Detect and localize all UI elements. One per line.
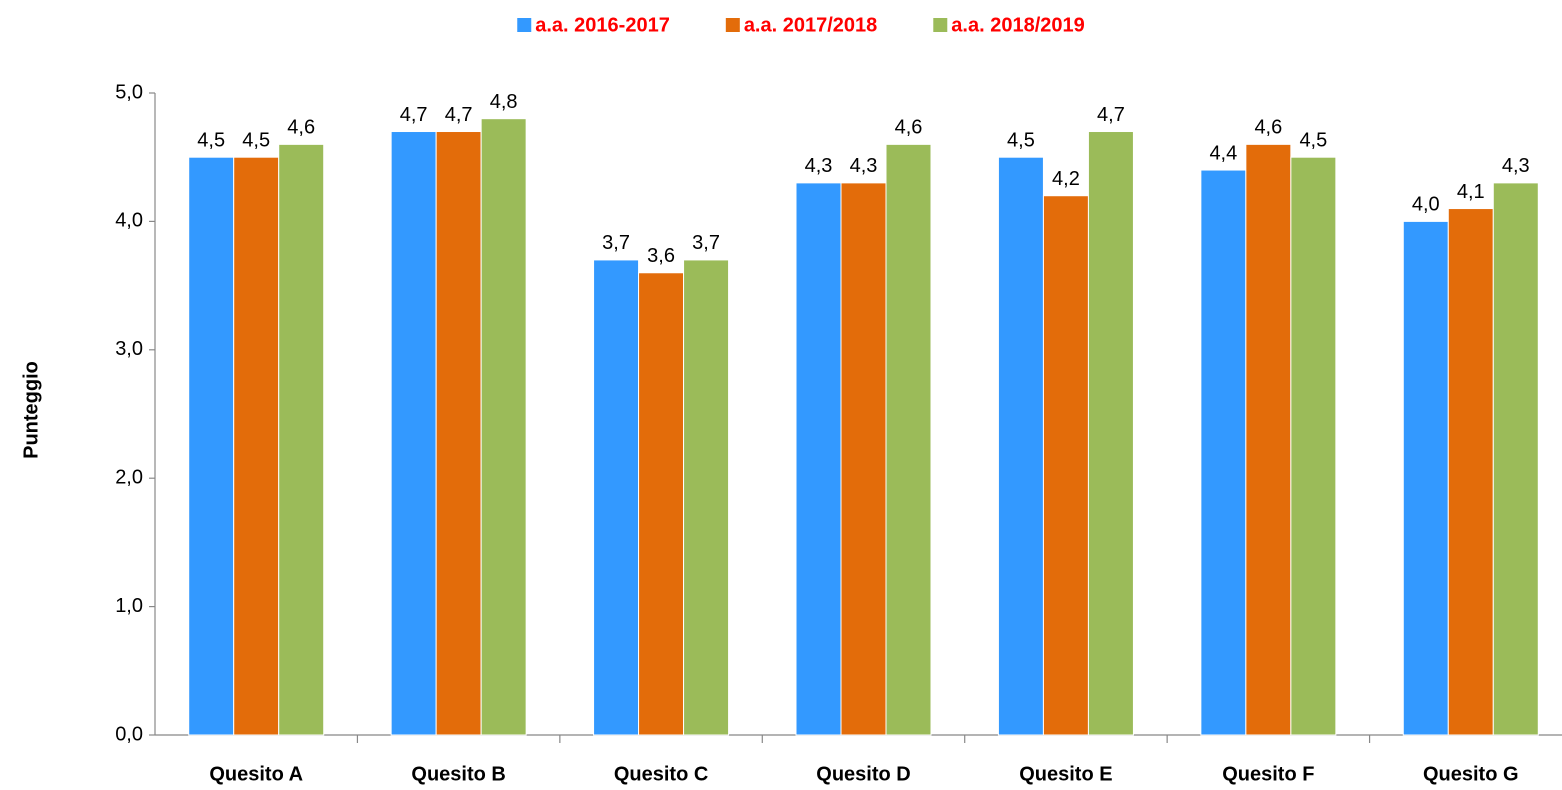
data-label: 3,6 <box>647 245 675 267</box>
bar <box>480 118 527 736</box>
bar <box>1087 131 1134 736</box>
legend-label: a.a. 2016-2017 <box>535 14 670 36</box>
y-tick-label: 3,0 <box>115 338 143 360</box>
y-axis-title: Punteggio <box>20 361 42 459</box>
data-label: 4,0 <box>1412 194 1440 216</box>
data-label: 4,6 <box>1254 117 1282 139</box>
bar <box>1245 143 1292 736</box>
bar <box>638 272 685 736</box>
x-tick-label: Quesito G <box>1423 763 1519 785</box>
bar <box>1447 208 1494 736</box>
bar <box>1290 156 1337 736</box>
bar <box>233 156 280 736</box>
data-label: 4,1 <box>1457 181 1485 203</box>
y-tick-label: 5,0 <box>115 81 143 103</box>
y-tick-label: 1,0 <box>115 595 143 617</box>
data-label: 3,7 <box>602 232 630 254</box>
bar <box>1492 182 1539 736</box>
data-label: 4,3 <box>805 155 833 177</box>
data-label: 4,3 <box>1502 155 1530 177</box>
data-label: 4,4 <box>1209 142 1237 164</box>
legend-label: a.a. 2017/2018 <box>744 14 877 36</box>
x-tick-label: Quesito E <box>1019 763 1112 785</box>
data-label: 4,3 <box>850 155 878 177</box>
legend-swatch <box>517 18 532 32</box>
bar <box>435 131 482 736</box>
data-label: 4,5 <box>197 129 225 151</box>
x-tick-label: Quesito F <box>1222 763 1314 785</box>
bar <box>683 259 730 736</box>
data-label: 4,5 <box>1007 129 1035 151</box>
bar <box>188 156 235 736</box>
data-label: 4,8 <box>490 91 518 113</box>
legend-swatch <box>933 18 948 32</box>
data-label: 4,7 <box>445 104 473 126</box>
data-label: 4,5 <box>242 129 270 151</box>
bar <box>795 182 842 736</box>
data-label: 4,7 <box>1097 104 1125 126</box>
bar <box>593 259 640 736</box>
y-tick-label: 4,0 <box>115 210 143 232</box>
bar <box>885 143 932 736</box>
bar <box>840 182 887 736</box>
data-label: 4,6 <box>895 117 923 139</box>
data-label: 4,6 <box>287 117 315 139</box>
bar <box>390 131 437 736</box>
x-tick-label: Quesito A <box>209 763 303 785</box>
data-label: 3,7 <box>692 232 720 254</box>
data-label: 4,5 <box>1299 129 1327 151</box>
bar <box>1200 169 1247 736</box>
bar <box>997 156 1044 736</box>
x-tick-label: Quesito B <box>411 763 505 785</box>
bar <box>1042 195 1089 736</box>
x-tick-label: Quesito D <box>816 763 910 785</box>
y-tick-label: 2,0 <box>115 466 143 488</box>
data-label: 4,7 <box>400 104 428 126</box>
bar <box>278 143 325 736</box>
legend-swatch <box>725 18 740 32</box>
bar <box>1402 220 1449 736</box>
x-tick-label: Quesito C <box>614 763 708 785</box>
y-tick-label: 0,0 <box>115 723 143 745</box>
legend-label: a.a. 2018/2019 <box>951 14 1084 36</box>
data-label: 4,2 <box>1052 168 1080 190</box>
